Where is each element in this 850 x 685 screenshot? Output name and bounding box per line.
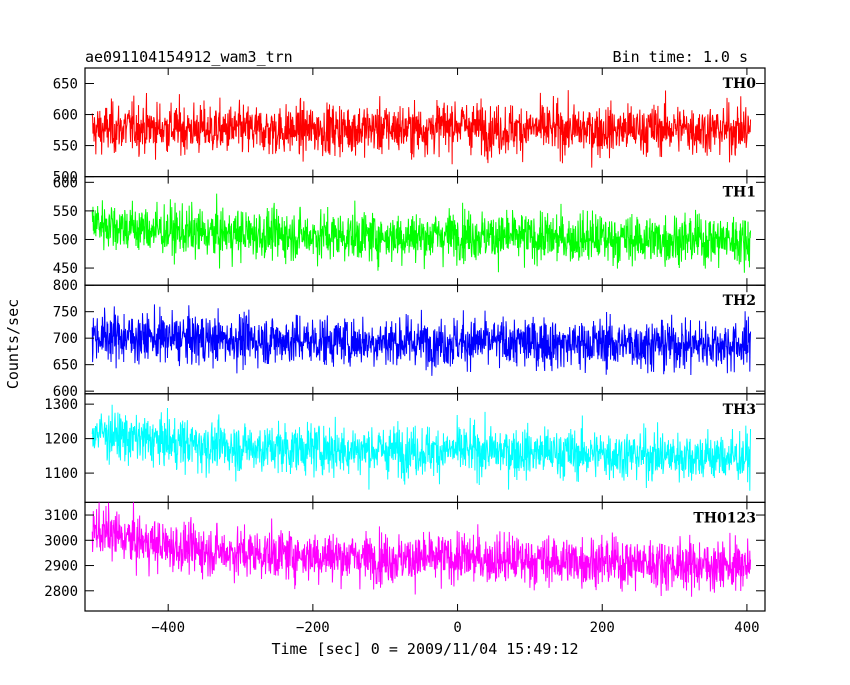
series-line-th0 (91, 90, 752, 168)
y-tick-label: 600 (53, 384, 78, 400)
y-tick-label: 750 (53, 305, 78, 321)
panel-th2: 600 650 700 750 800 TH2 (53, 278, 766, 400)
bin-time-label: Bin time: 1.0 s (613, 48, 748, 66)
x-tick-label: 0 (453, 620, 461, 636)
series-label-th3: TH3 (723, 402, 756, 418)
y-tick-label: 500 (53, 170, 78, 186)
y-tick-label: 800 (53, 278, 78, 294)
y-tick-label: 500 (53, 232, 78, 248)
panel-th1: 450 500 550 600 TH1 (53, 175, 766, 286)
series-label-th1: TH1 (723, 185, 756, 201)
y-tick-label: 650 (53, 77, 78, 93)
y-tick-label: 550 (53, 139, 78, 155)
y-tick-label: 550 (53, 204, 78, 220)
series-line-th3 (91, 404, 752, 491)
y-tick-label: 600 (53, 175, 78, 191)
y-tick-label: 650 (53, 358, 78, 374)
y-axis-title: Counts/sec (4, 299, 22, 389)
y-tick-label: 450 (53, 261, 78, 277)
y-tick-label: 600 (53, 108, 78, 124)
x-axis: −400 −200 0 200 400 (151, 620, 759, 636)
series-label-th0: TH0 (723, 76, 757, 92)
series-label-th2: TH2 (723, 293, 756, 309)
x-axis-title: Time [sec] 0 = 2009/11/04 15:49:12 (271, 640, 578, 658)
x-tick-label: 200 (590, 620, 615, 636)
panels: 500 550 600 650 TH0 450 500 550 600 TH1 600 650 700 7… (44, 67, 766, 612)
series-label-th0123: TH0123 (693, 510, 756, 526)
series-line-th0123 (91, 502, 752, 597)
panel-th0123: 2800 2900 3000 3100 TH0123 (44, 501, 766, 612)
x-tick-label: −200 (296, 620, 330, 636)
y-tick-label: 1100 (44, 466, 78, 482)
y-tick-label: 3000 (44, 533, 78, 549)
y-tick-label: 1200 (44, 432, 78, 448)
y-tick-label: 2800 (44, 584, 78, 600)
panel-th0: 500 550 600 650 TH0 (53, 67, 766, 186)
chart-title: ae091104154912_wam3_trn (85, 48, 293, 66)
panel-frame (84, 501, 766, 612)
x-tick-label: −400 (151, 620, 185, 636)
y-tick-label: 1300 (44, 397, 78, 413)
panel-th3: 1100 1200 1300 TH3 (44, 393, 766, 503)
series-line-th2 (91, 304, 752, 376)
y-tick-label: 2900 (44, 559, 78, 575)
y-tick-label: 700 (53, 331, 78, 347)
series-line-th1 (91, 193, 752, 273)
y-tick-label: 3100 (44, 508, 78, 524)
x-tick-label: 400 (734, 620, 759, 636)
